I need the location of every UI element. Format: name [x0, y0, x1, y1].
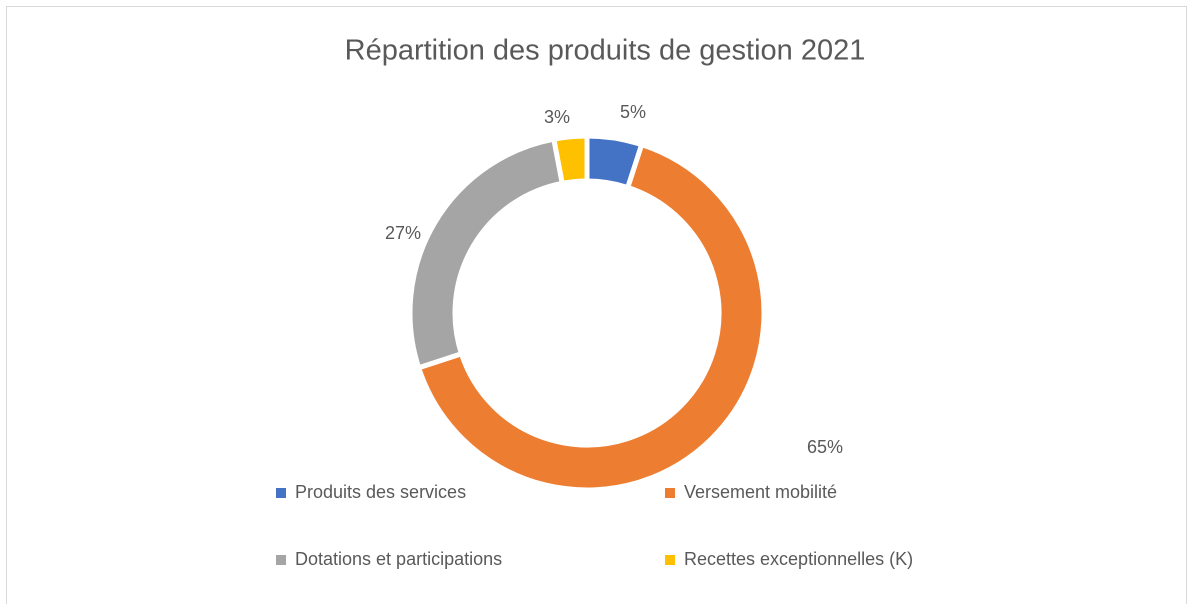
donut-segment: [550, 133, 590, 187]
legend-label: Recettes exceptionnelles (K): [684, 549, 913, 569]
data-label: 65%: [807, 437, 843, 457]
donut-segment: [415, 141, 767, 493]
legend-swatch: [665, 488, 675, 498]
chart-border: [6, 6, 1187, 604]
chart-title: Répartition des produits de gestion 2021: [345, 35, 866, 67]
legend-swatch: [276, 488, 286, 498]
data-label: 3%: [544, 107, 570, 127]
legend-label: Produits des services: [295, 482, 466, 502]
data-label: 27%: [385, 223, 421, 243]
legend-swatch: [276, 555, 286, 565]
legend-label: Versement mobilité: [684, 482, 837, 502]
legend-swatch: [665, 555, 675, 565]
data-label: 5%: [620, 102, 646, 122]
legend-label: Dotations et participations: [295, 549, 502, 569]
